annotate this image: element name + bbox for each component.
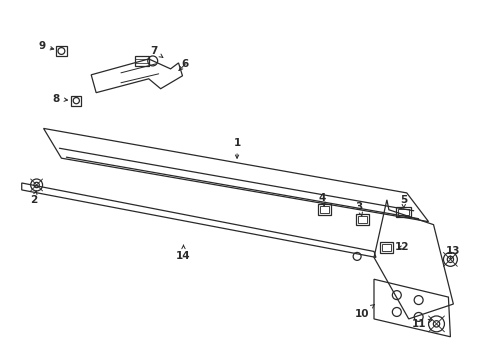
Bar xyxy=(357,216,366,223)
Bar xyxy=(71,96,81,105)
Bar xyxy=(395,207,410,217)
Text: 11: 11 xyxy=(410,319,431,329)
Bar xyxy=(319,206,328,213)
Bar xyxy=(398,209,408,215)
Text: 5: 5 xyxy=(399,195,407,208)
Bar xyxy=(355,214,368,225)
Text: 6: 6 xyxy=(179,59,189,71)
Bar xyxy=(135,56,148,66)
Text: 8: 8 xyxy=(53,94,67,104)
Text: 14: 14 xyxy=(176,245,190,261)
Text: 2: 2 xyxy=(30,191,37,205)
Text: 1: 1 xyxy=(233,138,240,158)
Text: 7: 7 xyxy=(150,46,163,57)
Bar xyxy=(382,244,390,251)
Text: 10: 10 xyxy=(354,305,374,319)
Text: 9: 9 xyxy=(38,41,54,51)
Text: 13: 13 xyxy=(445,247,460,260)
Bar xyxy=(56,46,67,57)
Bar xyxy=(317,204,330,215)
Text: 12: 12 xyxy=(394,243,408,252)
Text: 3: 3 xyxy=(355,202,362,216)
Text: 4: 4 xyxy=(318,193,325,206)
Bar xyxy=(380,242,392,253)
